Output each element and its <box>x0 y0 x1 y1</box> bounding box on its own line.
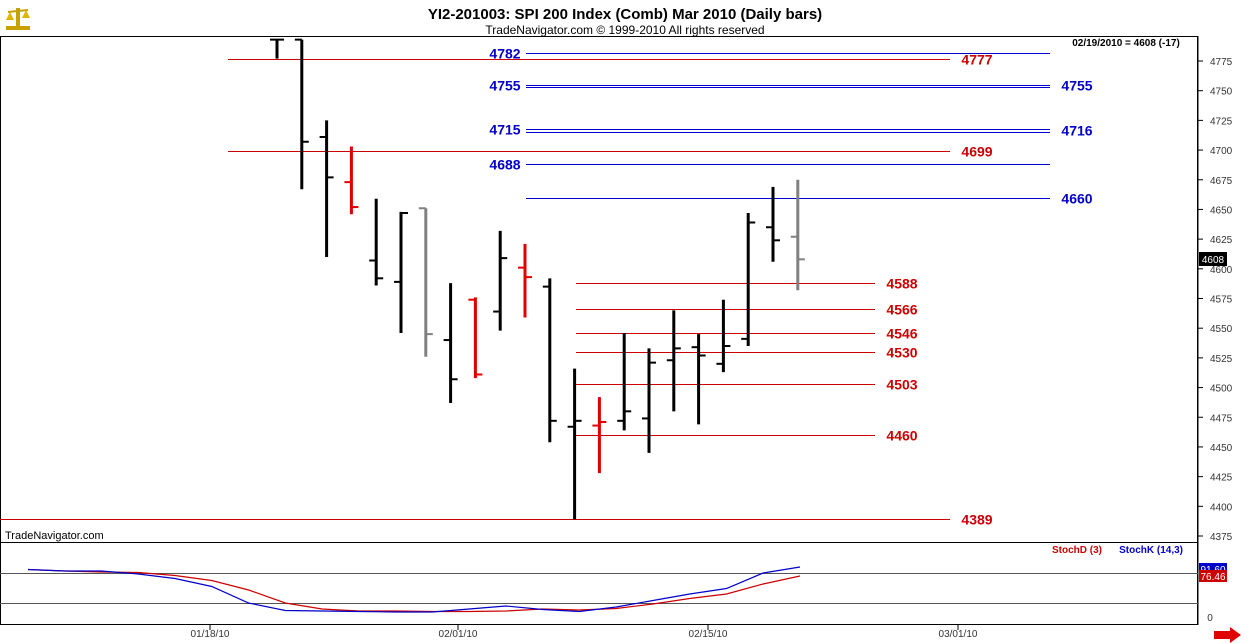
y-tick-label: 4425 <box>1210 473 1233 484</box>
level-label-4755: 4755 <box>1061 78 1092 94</box>
level-label-4546: 4546 <box>886 326 917 342</box>
y-tick-label: 4600 <box>1210 265 1233 276</box>
stochd-value-box <box>1199 570 1227 582</box>
y-tick-label: 4375 <box>1210 532 1233 543</box>
level-label-4699: 4699 <box>961 144 992 160</box>
y-tick-label: 4700 <box>1210 146 1233 157</box>
y-tick-label: 4625 <box>1210 235 1233 246</box>
watermark: TradeNavigator.com <box>5 530 104 542</box>
level-label-4716: 4716 <box>1061 123 1092 139</box>
ohlc-bar <box>493 230 508 331</box>
stoch-zero-tick: 0 <box>1207 613 1213 624</box>
y-tick-label: 4650 <box>1210 205 1233 216</box>
stochk-legend: StochK (14,3) <box>1119 545 1183 556</box>
level-label-4782: 4782 <box>489 46 520 62</box>
last-bar-info: 02/19/2010 = 4608 (-17) <box>1072 38 1180 49</box>
ohlc-bar <box>294 38 309 190</box>
ohlc-bar <box>766 186 780 262</box>
ohlc-bar <box>716 299 731 373</box>
level-label-4389: 4389 <box>961 512 992 528</box>
level-label-4660: 4660 <box>1061 191 1092 207</box>
level-label-4755: 4755 <box>489 78 520 94</box>
ohlc-bar <box>369 198 384 286</box>
price-axis: 4775 4750 4725 4700 4675 4650 4625 4600 4575 4550… <box>1198 57 1233 543</box>
stochd-legend: StochD (3) <box>1052 545 1102 556</box>
ohlc-bar <box>567 368 582 520</box>
ohlc-bar <box>741 213 756 346</box>
stochastic-indicator <box>0 566 1198 613</box>
y-tick-label: 4400 <box>1210 502 1233 513</box>
x-tick-label: 01/18/10 <box>191 629 230 640</box>
x-tick-label: 03/01/10 <box>939 629 978 640</box>
ohlc-bars <box>270 38 805 520</box>
last-price-box <box>1199 252 1227 266</box>
chart-title: YI2-201003: SPI 200 Index (Comb) Mar 201… <box>428 6 822 23</box>
stochd-line <box>27 568 801 613</box>
chart-subtitle: TradeNavigator.com © 1999-2010 All right… <box>485 23 764 37</box>
level-label-4588: 4588 <box>886 276 917 292</box>
ohlc-bar <box>592 397 607 474</box>
y-tick-label: 4500 <box>1210 384 1233 395</box>
ohlc-bar <box>518 243 532 318</box>
y-tick-label: 4575 <box>1210 295 1233 306</box>
y-tick-label: 4775 <box>1210 57 1233 68</box>
ohlc-bar <box>617 332 632 431</box>
ohlc-bar <box>468 297 483 379</box>
y-tick-label: 4750 <box>1210 87 1233 98</box>
ohlc-bar <box>418 207 433 357</box>
level-label-4777: 4777 <box>961 52 992 68</box>
level-label-4715: 4715 <box>489 122 520 138</box>
ohlc-bar <box>642 348 656 453</box>
ohlc-bar <box>319 120 334 257</box>
y-tick-label: 4675 <box>1210 176 1233 187</box>
level-label-4460: 4460 <box>886 428 917 444</box>
x-tick-label: 02/01/10 <box>439 629 478 640</box>
y-tick-label: 4550 <box>1210 324 1233 335</box>
logo-icon <box>6 8 30 30</box>
ohlc-bar <box>691 334 706 425</box>
level-label-4688: 4688 <box>489 157 520 173</box>
stochd-value: 76.46 <box>1200 572 1225 583</box>
date-axis: 01/18/10 02/01/10 02/15/10 03/01/10 <box>191 625 978 640</box>
y-tick-label: 4475 <box>1210 413 1233 424</box>
scroll-right-arrow-icon[interactable] <box>1212 627 1242 643</box>
ohlc-bar <box>394 211 408 333</box>
ohlc-bar <box>790 179 805 291</box>
price-levels: 4782 4777 4755 4755 4715 4716 4699 4688 4660 4588… <box>0 46 1093 528</box>
level-label-4566: 4566 <box>886 302 917 318</box>
ohlc-bar <box>666 310 681 412</box>
x-tick-label: 02/15/10 <box>689 629 728 640</box>
ohlc-bar <box>344 146 359 215</box>
y-tick-label: 4525 <box>1210 354 1233 365</box>
ohlc-bar <box>542 278 557 443</box>
last-price-label: 4608 <box>1202 255 1225 266</box>
level-label-4530: 4530 <box>886 345 917 361</box>
level-label-4503: 4503 <box>886 377 917 393</box>
y-tick-label: 4725 <box>1210 116 1233 127</box>
y-tick-label: 4450 <box>1210 443 1233 454</box>
stochk-line <box>27 566 801 613</box>
ohlc-bar <box>443 283 458 403</box>
ohlc-bar <box>270 38 284 59</box>
